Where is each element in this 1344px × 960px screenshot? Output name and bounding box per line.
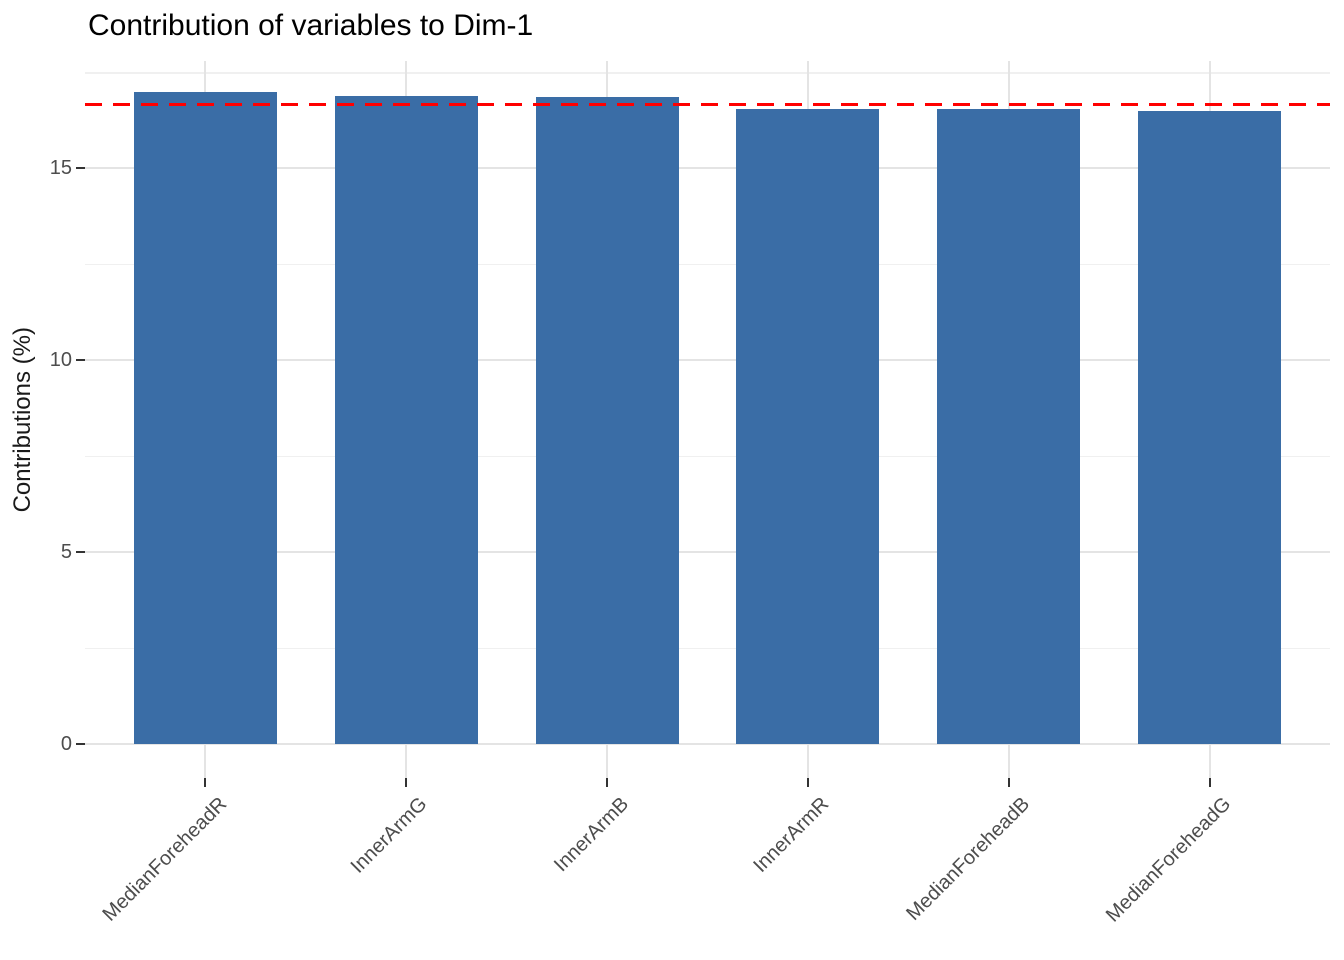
- minor-gridline: [85, 455, 1330, 458]
- x-axis-tick: [806, 778, 809, 787]
- bar-MedianForeheadB: [937, 109, 1081, 744]
- minor-gridline: [85, 72, 1330, 74]
- x-tick-label-MedianForeheadB: MedianForeheadB: [902, 793, 1035, 925]
- bar-MedianForeheadG: [1138, 110, 1282, 744]
- major-gridline: [85, 359, 1330, 362]
- x-axis-tick: [1208, 778, 1211, 787]
- major-gridline: [85, 167, 1330, 170]
- y-axis-tick: [76, 551, 85, 554]
- x-axis-tick: [606, 778, 609, 787]
- bar-InnerArmB: [535, 97, 679, 744]
- x-axis-tick: [405, 778, 408, 787]
- y-axis-tick: [76, 743, 85, 745]
- x-axis-tick: [1007, 778, 1010, 787]
- x-tick-label-InnerArmG: InnerArmG: [347, 793, 432, 878]
- x-axis-tick: [204, 778, 207, 787]
- chart-title: Contribution of variables to Dim-1: [88, 9, 534, 42]
- x-tick-label-InnerArmB: InnerArmB: [549, 793, 633, 877]
- bar-InnerArmG: [334, 96, 478, 744]
- minor-gridline: [85, 647, 1330, 650]
- y-axis-tick: [76, 359, 85, 362]
- x-tick-label-MedianForeheadR: MedianForeheadR: [98, 793, 232, 926]
- x-tick-label-InnerArmR: InnerArmR: [749, 793, 834, 877]
- bar-MedianForeheadR: [133, 92, 277, 744]
- reference-dashed-line: [85, 102, 1330, 106]
- y-tick-label: 15: [49, 157, 72, 180]
- y-tick-label: 10: [49, 349, 72, 372]
- minor-gridline: [85, 263, 1330, 266]
- y-axis-tick: [76, 167, 85, 170]
- x-tick-label-MedianForeheadG: MedianForeheadG: [1101, 793, 1236, 927]
- major-gridline: [85, 551, 1330, 554]
- y-tick-label: 0: [60, 733, 72, 755]
- y-tick-label: 5: [60, 541, 72, 564]
- bar-InnerArmR: [736, 108, 880, 744]
- major-gridline: [85, 743, 1330, 745]
